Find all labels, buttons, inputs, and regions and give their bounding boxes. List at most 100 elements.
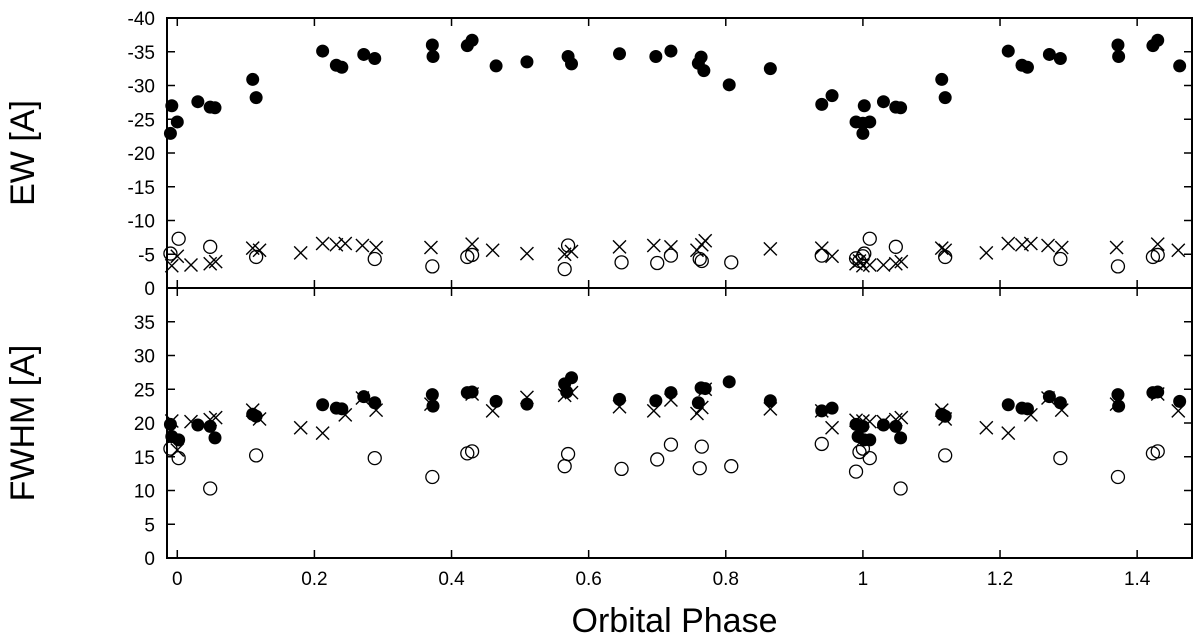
data-point-filled-circle [357, 47, 371, 61]
data-point-cross [646, 238, 661, 253]
data-point-cross [1171, 403, 1186, 418]
data-point-cross [1023, 407, 1038, 422]
data-point-cross [888, 412, 903, 427]
data-point-cross [979, 420, 994, 435]
data-point-filled-circle [722, 78, 736, 92]
data-point-filled-circle [664, 386, 678, 400]
data-point-filled-circle [894, 101, 908, 115]
data-point-cross [876, 258, 891, 273]
data-point-cross [465, 386, 480, 401]
y-tick-label: 15 [134, 448, 155, 469]
data-point-filled-circle [1173, 394, 1187, 408]
data-point-open-circle [248, 448, 264, 463]
data-point-cross [245, 403, 260, 418]
data-point-filled-circle [825, 401, 839, 415]
y-tick-label: 5 [144, 515, 155, 536]
x-tick-label: 0 [172, 569, 183, 590]
data-point-cross [355, 391, 370, 406]
x-tick-label: 0.8 [713, 569, 739, 590]
data-point-open-circle [203, 481, 218, 496]
y-tick-label: -25 [128, 110, 155, 131]
data-point-filled-circle [425, 388, 439, 402]
data-point-filled-circle [520, 55, 534, 69]
data-point-open-circle [163, 246, 178, 261]
top-x-ticks [176, 18, 1138, 288]
data-point-open-circle [163, 441, 178, 456]
data-point-filled-circle [1020, 60, 1034, 74]
data-point-cross [338, 407, 353, 422]
data-point-open-circle [557, 261, 572, 277]
data-point-cross [519, 390, 534, 405]
data-point-filled-circle [664, 44, 678, 58]
data-point-cross [369, 240, 384, 255]
data-point-open-circle [663, 248, 679, 263]
data-point-open-circle [852, 444, 867, 460]
data-point-open-circle [855, 249, 871, 264]
data-point-cross [1054, 240, 1069, 255]
y-tick-label: -10 [128, 212, 155, 233]
data-point-filled-circle [191, 95, 205, 109]
data-point-open-circle [560, 238, 576, 253]
data-point-filled-circle [894, 431, 908, 445]
data-point-filled-circle [613, 47, 627, 61]
data-point-filled-circle [335, 60, 349, 74]
data-point-cross [698, 233, 713, 248]
data-point-cross [423, 240, 438, 255]
y-tick-label: -35 [128, 43, 155, 64]
data-point-cross [694, 400, 709, 415]
data-point-open-circle [855, 441, 871, 456]
data-point-cross [208, 254, 223, 269]
data-point-cross [862, 258, 877, 273]
data-point-open-circle [724, 459, 739, 474]
data-point-open-circle [248, 249, 264, 265]
data-point-open-circle [1053, 251, 1068, 267]
data-point-cross [979, 245, 994, 260]
top-y-axis-label: EW [A] [4, 100, 42, 206]
data-point-filled-circle [1173, 59, 1187, 73]
data-point-cross [1041, 391, 1056, 406]
data-point-cross [1001, 236, 1016, 251]
data-point-filled-circle [938, 409, 952, 423]
y-tick-label: 10 [134, 482, 155, 503]
bottom-panel: 0 5 10 15 20 25 30 35 0 0.2 0.4 0.6 0.8 1 1.2 1.4 FWHM… [4, 287, 1193, 639]
data-point-filled-circle [763, 394, 777, 408]
data-point-cross [485, 243, 500, 258]
data-point-open-circle [203, 239, 218, 254]
data-point-filled-circle [316, 44, 330, 58]
data-point-cross [862, 414, 877, 429]
data-point-cross [1109, 240, 1124, 255]
data-point-cross [329, 237, 344, 252]
data-point-open-circle [724, 255, 739, 270]
data-point-cross [825, 249, 840, 264]
data-point-open-circle [694, 439, 709, 454]
data-point-filled-circle [613, 392, 627, 406]
data-point-cross [825, 420, 840, 435]
data-point-filled-circle [170, 115, 184, 129]
data-point-filled-circle [565, 371, 579, 385]
data-point-filled-circle [1001, 398, 1015, 412]
x-tick-label: 0.2 [301, 569, 327, 590]
data-point-filled-circle [560, 385, 574, 399]
top-data-points [163, 33, 1187, 277]
data-point-cross [849, 413, 864, 428]
data-point-filled-circle [1151, 385, 1165, 399]
data-point-filled-circle [246, 72, 260, 86]
data-point-filled-circle [465, 385, 479, 399]
data-point-open-circle [1110, 469, 1126, 485]
data-point-cross [1023, 236, 1038, 251]
data-point-cross [855, 258, 870, 273]
data-point-filled-circle [863, 115, 877, 129]
data-point-cross [663, 393, 678, 408]
data-point-filled-circle [697, 64, 711, 78]
y-tick-label: -15 [128, 178, 155, 199]
data-point-cross [208, 410, 223, 425]
data-point-cross [698, 382, 713, 397]
y-tick-label: -40 [128, 9, 155, 30]
data-point-open-circle [1053, 450, 1068, 466]
data-point-cross [763, 241, 778, 256]
data-point-filled-circle [763, 62, 777, 76]
data-point-filled-circle [425, 38, 439, 52]
data-point-filled-circle [520, 397, 534, 411]
data-point-filled-circle [172, 433, 186, 447]
